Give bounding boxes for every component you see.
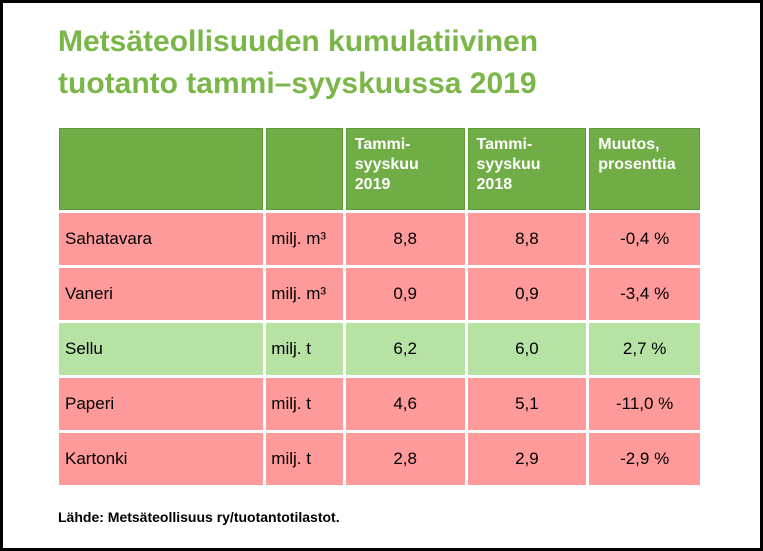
value-2019: 4,6	[345, 378, 465, 430]
header-product	[59, 128, 264, 210]
product-name: Sellu	[59, 323, 264, 375]
table-row: Vaneri milj. m³ 0,9 0,9 -3,4 %	[59, 268, 700, 320]
title-line-2: tuotanto tammi–syyskuussa 2019	[58, 67, 537, 100]
change-percent: -3,4 %	[589, 268, 700, 320]
value-2019: 6,2	[345, 323, 465, 375]
header-2019: Tammi- syyskuu 2019	[345, 128, 465, 210]
source-note: Lähde: Metsäteollisuus ry/tuotantotilast…	[58, 509, 340, 525]
product-unit: milj. t	[266, 433, 343, 485]
value-2018: 2,9	[467, 433, 587, 485]
table-header-row: Tammi- syyskuu 2019 Tammi- syyskuu 2018 …	[59, 128, 700, 210]
table-row: Sahatavara milj. m³ 8,8 8,8 -0,4 %	[59, 213, 700, 265]
header-unit	[266, 128, 343, 210]
change-percent: -11,0 %	[589, 378, 700, 430]
production-table: Tammi- syyskuu 2019 Tammi- syyskuu 2018 …	[56, 125, 703, 488]
table-row: Kartonki milj. t 2,8 2,9 -2,9 %	[59, 433, 700, 485]
table-row: Paperi milj. t 4,6 5,1 -11,0 %	[59, 378, 700, 430]
product-name: Vaneri	[59, 268, 264, 320]
value-2019: 0,9	[345, 268, 465, 320]
value-2018: 5,1	[467, 378, 587, 430]
table-row: Sellu milj. t 6,2 6,0 2,7 %	[59, 323, 700, 375]
title-line-1: Metsäteollisuuden kumulatiivinen	[58, 25, 539, 58]
product-unit: milj. t	[266, 378, 343, 430]
slide-title: Metsäteollisuuden kumulatiivinen tuotant…	[58, 21, 538, 105]
value-2018: 8,8	[467, 213, 587, 265]
change-percent: -2,9 %	[589, 433, 700, 485]
product-name: Paperi	[59, 378, 264, 430]
product-name: Sahatavara	[59, 213, 264, 265]
value-2018: 6,0	[467, 323, 587, 375]
change-percent: 2,7 %	[589, 323, 700, 375]
value-2018: 0,9	[467, 268, 587, 320]
product-name: Kartonki	[59, 433, 264, 485]
product-unit: milj. m³	[266, 213, 343, 265]
header-2018: Tammi- syyskuu 2018	[467, 128, 587, 210]
change-percent: -0,4 %	[589, 213, 700, 265]
header-change: Muutos, prosenttia	[589, 128, 700, 210]
product-unit: milj. m³	[266, 268, 343, 320]
product-unit: milj. t	[266, 323, 343, 375]
value-2019: 8,8	[345, 213, 465, 265]
value-2019: 2,8	[345, 433, 465, 485]
